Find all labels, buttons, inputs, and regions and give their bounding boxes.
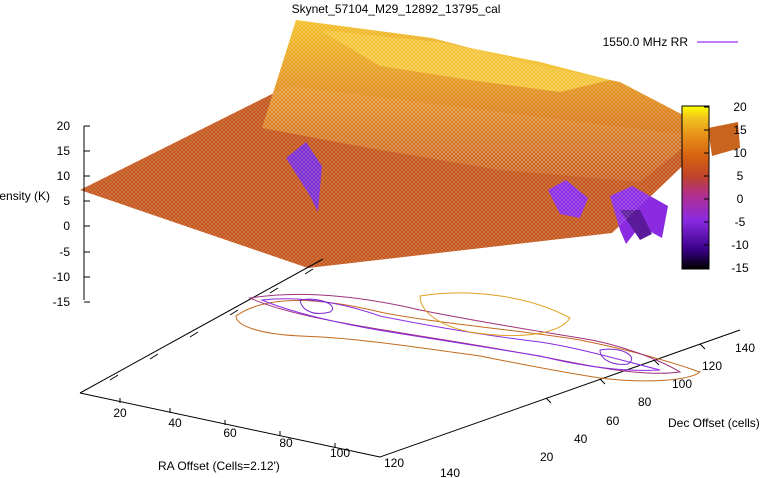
z-tick-label: 10 — [57, 169, 71, 183]
y-tick-label: 40 — [574, 432, 588, 446]
colorbar-gradient — [681, 105, 710, 270]
y-axis-label: Dec Offset (cells) — [668, 416, 760, 430]
colorbar-tick-label: 15 — [733, 123, 747, 137]
axis-box — [79, 126, 741, 458]
x-tick-label: 140 — [440, 466, 460, 478]
x-tick-label: 60 — [223, 426, 237, 440]
legend: 1550.0 MHz RR — [603, 35, 738, 49]
y-tick-label: 80 — [638, 395, 652, 409]
colorbar-tick-label: 0 — [737, 192, 744, 206]
floor-ticks — [109, 268, 706, 448]
z-axis-ticks — [84, 125, 90, 303]
colorbar-tick-label: -10 — [731, 238, 749, 252]
z-tick-label: -10 — [53, 270, 71, 284]
x-tick-label: 20 — [113, 406, 127, 420]
x-axis-tick-labels: 20 40 60 80 100 120 140 — [113, 406, 460, 478]
legend-entry-label: 1550.0 MHz RR — [603, 35, 689, 49]
x-tick-label: 100 — [330, 446, 350, 460]
colorbar-tick-label: 5 — [737, 169, 744, 183]
x-tick-label: 40 — [168, 416, 182, 430]
y-tick-label: 120 — [702, 359, 722, 373]
surface-mesh — [80, 20, 740, 268]
z-tick-label: 20 — [57, 119, 71, 133]
y-tick-label: 100 — [672, 377, 692, 391]
colorbar-tick-label: -5 — [735, 215, 746, 229]
x-axis-label: RA Offset (Cells=2.12') — [158, 459, 280, 473]
colorbar-tick-label: -15 — [731, 261, 749, 275]
z-axis-label: Intensity (K) — [0, 189, 50, 203]
colorbar: 20 15 10 5 0 -5 -10 -15 — [681, 100, 749, 275]
z-tick-label: 0 — [63, 219, 70, 233]
colorbar-tick-label: 10 — [733, 146, 747, 160]
x-tick-label: 80 — [279, 436, 293, 450]
z-tick-label: -5 — [59, 245, 70, 259]
floor-contours — [235, 292, 702, 382]
z-axis-tick-labels: 20 15 10 5 0 -5 -10 -15 — [53, 119, 71, 309]
y-tick-label: 140 — [735, 341, 755, 355]
y-tick-label: 60 — [606, 414, 620, 428]
z-tick-label: 5 — [63, 194, 70, 208]
z-tick-label: 15 — [57, 144, 71, 158]
z-tick-label: -15 — [53, 295, 71, 309]
x-tick-label: 120 — [384, 456, 404, 470]
colorbar-tick-label: 20 — [733, 100, 747, 114]
y-axis-tick-labels: 20 40 60 80 100 120 140 — [540, 341, 755, 464]
chart-title: Skynet_57104_M29_12892_13795_cal — [292, 2, 501, 16]
y-tick-label: 20 — [540, 450, 554, 464]
